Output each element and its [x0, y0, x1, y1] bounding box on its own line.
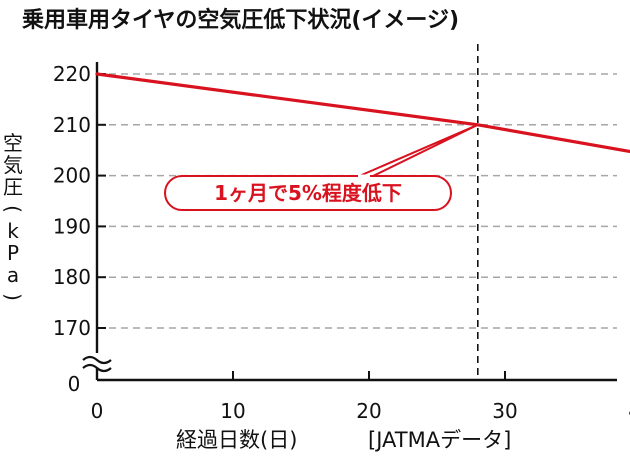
y-tick-labels: 220 210 200 190 180 170 [53, 62, 91, 340]
y-axis-label-char: ( [1, 205, 25, 213]
annotation-callout: 1ヶ月で5%程度低下 [164, 123, 479, 211]
axis-break-wave-1 [82, 355, 112, 365]
annotation-text: 1ヶ月で5%程度低下 [214, 181, 402, 205]
source-note: [JATMAデータ] [368, 428, 511, 452]
y-tick-label-200: 200 [53, 164, 91, 188]
series-line [95, 72, 630, 154]
y-tick-label-190: 190 [53, 214, 91, 238]
y-axis-label-char: k [7, 219, 19, 243]
y-axis-label-char: 空 [3, 131, 23, 155]
y-tick-label-220: 220 [53, 62, 91, 86]
x-tick-label-0: 0 [91, 399, 104, 423]
x-tick-label-10: 10 [220, 399, 245, 423]
axes [95, 62, 617, 382]
grid-lines [97, 73, 617, 329]
x-tick-labels: 0 10 20 30 40 [91, 399, 630, 423]
y-axis-label: 空気圧 ( kPa) [1, 131, 25, 301]
y-axis-break-symbol [82, 354, 112, 373]
y-tick-label-180: 180 [53, 265, 91, 289]
chart-title: 乗用車用タイヤの空気圧低下状況(イメージ) [22, 7, 459, 33]
x-tick-label-40: 40 [628, 399, 630, 423]
x-tick-label-20: 20 [356, 399, 381, 423]
y-axis-label-char: 気 [3, 153, 23, 177]
y-axis-label-char: ) [1, 293, 25, 301]
callout-box [164, 175, 452, 211]
y-tick-label-170: 170 [53, 316, 91, 340]
y-axis-label-char: 圧 [3, 175, 23, 199]
y-tick-label-210: 210 [53, 113, 91, 137]
axis-break-wave-2 [82, 363, 112, 373]
x-tick-label-30: 30 [492, 399, 517, 423]
y-tick-label-0: 0 [68, 372, 81, 396]
x-axis-label: 経過日数(日) [176, 428, 297, 452]
y-axis-label-char: P [7, 241, 19, 265]
y-axis-label-char: a [7, 263, 19, 287]
callout-pointer [356, 123, 479, 178]
